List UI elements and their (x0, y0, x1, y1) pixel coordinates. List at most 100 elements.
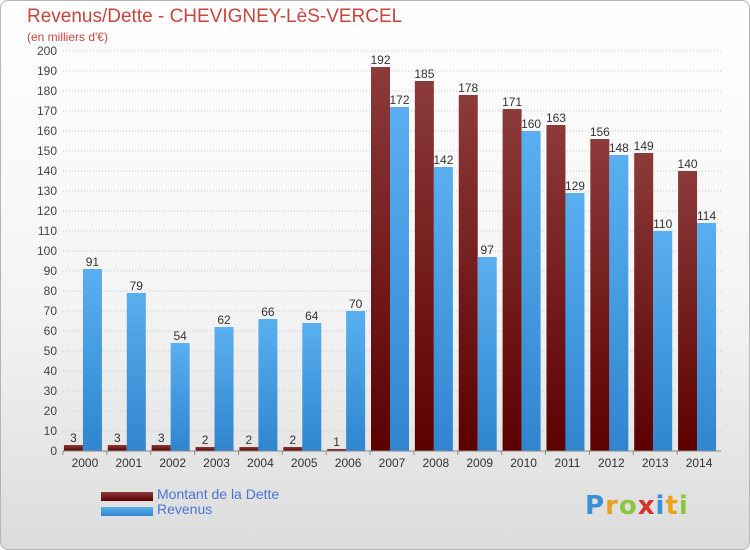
debt-bar (151, 445, 171, 451)
revenue-bar (565, 193, 585, 451)
chart-unit-label: (en milliers d'€) (27, 30, 108, 44)
data-label: 54 (173, 329, 187, 343)
data-label: 160 (521, 117, 541, 131)
y-tick-label: 80 (44, 284, 58, 298)
data-label: 66 (261, 305, 275, 319)
data-label: 140 (678, 157, 698, 171)
data-label: 3 (158, 431, 165, 445)
bars (63, 67, 717, 451)
data-label: 149 (634, 139, 654, 153)
y-tick-label: 100 (37, 244, 57, 258)
data-label: 3 (114, 431, 121, 445)
revenue-bar (346, 311, 366, 451)
revenue-bar (214, 327, 234, 451)
y-tick-label: 60 (44, 324, 58, 338)
x-tick-label: 2002 (159, 456, 186, 470)
data-label: 2 (246, 433, 253, 447)
y-tick-label: 110 (38, 224, 57, 238)
y-tick-label: 190 (37, 64, 57, 78)
y-tick-label: 0 (50, 444, 57, 458)
y-tick-label: 30 (44, 384, 58, 398)
y-tick-label: 20 (44, 404, 58, 418)
logo-letter: r (605, 491, 619, 521)
revenue-bar (126, 293, 146, 451)
x-tick-label: 2010 (510, 456, 537, 470)
data-label: 114 (697, 209, 716, 223)
debt-bar (414, 81, 434, 451)
legend-label-revenue: Revenus (157, 501, 213, 517)
y-tick-label: 90 (44, 264, 58, 278)
y-tick-label: 160 (37, 124, 57, 138)
debt-bar (283, 447, 303, 451)
revenue-bar (521, 131, 541, 451)
data-label: 110 (653, 217, 672, 231)
debt-bar (107, 445, 127, 451)
debt-bar (634, 153, 654, 451)
y-tick-label: 140 (37, 164, 57, 178)
chart-title: Revenus/Dette - CHEVIGNEY-LèS-VERCEL (27, 6, 403, 27)
revenue-bar (653, 231, 673, 451)
x-tick-label: 2000 (72, 456, 99, 470)
x-tick-label: 2013 (642, 456, 669, 470)
data-label: 62 (217, 313, 231, 327)
data-label: 156 (590, 125, 610, 139)
data-label: 172 (389, 93, 409, 107)
data-label: 91 (86, 255, 100, 269)
data-labels: 3 91 3 79 3 54 2 62 2 66 2 64 1 70 192 172 185 142 178 97 17… (70, 53, 716, 449)
revenue-bar (390, 107, 409, 451)
data-label: 178 (458, 81, 478, 95)
data-label: 3 (70, 431, 77, 445)
data-label: 185 (414, 67, 434, 81)
debt-bar (195, 447, 215, 451)
revenue-bar (302, 323, 322, 451)
y-tick-label: 180 (37, 84, 57, 98)
data-label: 97 (481, 243, 495, 257)
revenue-bar (609, 155, 629, 451)
data-label: 192 (370, 53, 390, 67)
revenue-bar (697, 223, 717, 451)
data-label: 1 (333, 435, 340, 449)
data-label: 2 (289, 433, 296, 447)
data-label: 2 (202, 433, 209, 447)
x-tick-label: 2004 (247, 456, 274, 470)
y-tick-label: 70 (44, 304, 58, 318)
x-tick-label: 2005 (291, 456, 318, 470)
legend-swatch-debt (101, 492, 153, 501)
x-tick-label: 2011 (555, 456, 581, 470)
logo-letter: P (585, 491, 606, 521)
data-label: 148 (609, 141, 629, 155)
x-tick-label: 2009 (466, 456, 493, 470)
x-tick-label: 2001 (115, 456, 142, 470)
data-label: 79 (130, 279, 144, 293)
x-tick-label: 2007 (379, 456, 406, 470)
revenue-bar (433, 167, 453, 451)
data-label: 64 (305, 309, 319, 323)
debt-bar (678, 171, 698, 451)
logo-letter: t (665, 491, 679, 521)
y-tick-label: 150 (37, 144, 57, 158)
y-axis-ticks: 0 10 20 30 40 50 60 70 80 90 100 110 120 130 140 150 160… (37, 44, 57, 458)
revenue-bar (82, 269, 102, 451)
revenue-bar (477, 257, 497, 451)
debt-bar (546, 125, 566, 451)
logo-letter: i (678, 491, 689, 521)
revenue-bar (170, 343, 190, 451)
data-label: 171 (502, 95, 522, 109)
y-tick-label: 10 (44, 424, 58, 438)
y-tick-label: 50 (44, 344, 58, 358)
debt-bar (63, 445, 83, 451)
legend-swatch-revenue (101, 507, 153, 516)
proxiti-logo: Proxiti (585, 491, 689, 521)
logo-letter: x (637, 491, 656, 521)
data-label: 70 (349, 297, 363, 311)
y-tick-label: 120 (37, 204, 57, 218)
debt-bar (371, 67, 390, 451)
data-label: 129 (565, 179, 585, 193)
x-tick-label: 2006 (335, 456, 362, 470)
debt-bar (502, 109, 522, 451)
y-tick-label: 40 (44, 364, 58, 378)
x-tick-label: 2012 (598, 456, 625, 470)
data-label: 163 (546, 111, 566, 125)
